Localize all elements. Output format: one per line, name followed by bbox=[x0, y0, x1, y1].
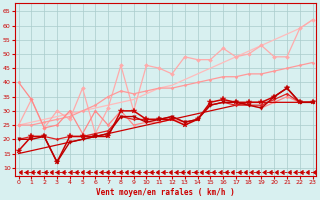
X-axis label: Vent moyen/en rafales ( km/h ): Vent moyen/en rafales ( km/h ) bbox=[96, 188, 235, 197]
